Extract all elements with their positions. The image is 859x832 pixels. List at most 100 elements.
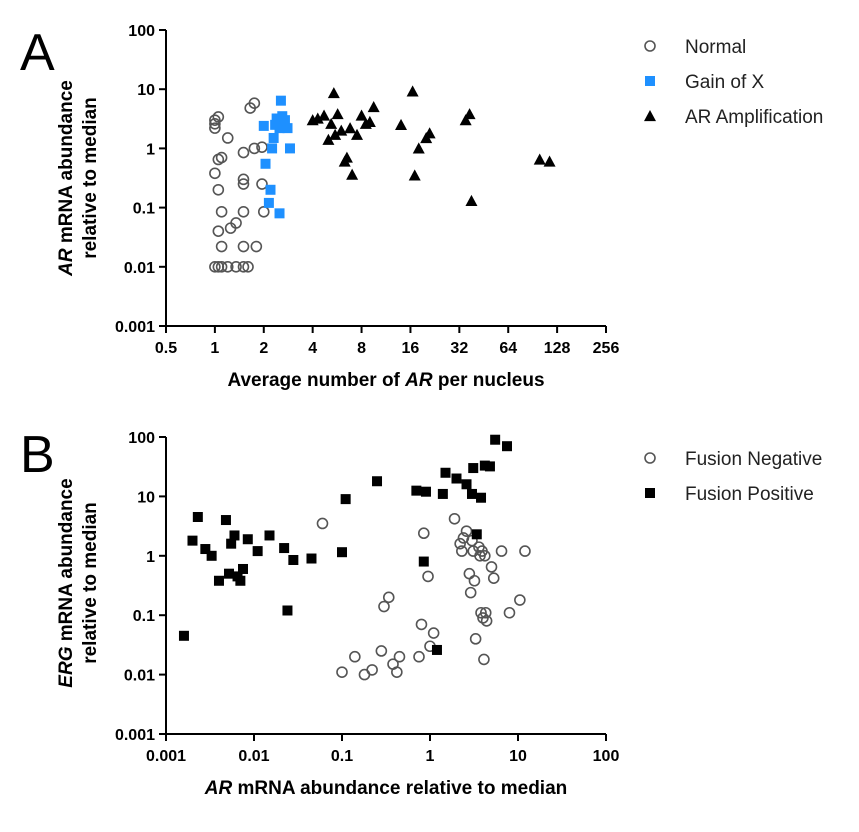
data-point [257, 205, 270, 218]
data-point [220, 515, 231, 526]
y-axis-label-line1: AR mRNA abundance [56, 80, 77, 277]
y-axis-label-rest: mRNA abundance [56, 80, 77, 248]
data-point [224, 568, 235, 579]
data-point [519, 545, 531, 557]
data-point [209, 167, 221, 180]
y-axis-label: AR mRNA abundance relative to median [56, 80, 101, 277]
data-point [226, 538, 237, 549]
data-point [209, 260, 221, 273]
data-point [344, 122, 357, 134]
data-point [209, 118, 221, 130]
x-tick-label: 32 [450, 340, 468, 357]
data-point [363, 115, 376, 128]
x-axis-label-italic: AR [204, 778, 233, 799]
y-tick-label: 0.01 [124, 668, 155, 685]
data-point [279, 115, 290, 126]
data-point [209, 114, 221, 126]
panel-label-b: B [20, 426, 55, 484]
y-axis-label: ERG mRNA abundance relative to median [56, 478, 101, 687]
legend-marker [644, 110, 656, 122]
y-tick-label: 1 [146, 549, 155, 566]
data-point [484, 461, 495, 472]
data-point [460, 525, 473, 537]
data-point [215, 240, 228, 253]
data-point [237, 178, 250, 190]
data-point [200, 544, 211, 555]
x-axis-label-suffix: mRNA abundance relative to median [232, 778, 567, 799]
data-point [476, 492, 487, 503]
data-point [260, 158, 271, 169]
data-point [282, 605, 293, 616]
data-point [258, 120, 269, 131]
data-point [355, 109, 368, 121]
x-tick-label: 0.001 [146, 748, 186, 765]
data-point [187, 535, 198, 546]
data-point [279, 543, 290, 554]
data-point [335, 124, 348, 136]
data-point [237, 173, 250, 186]
data-point [418, 556, 429, 567]
x-tick-label: 0.5 [155, 340, 177, 357]
data-point [329, 128, 342, 140]
y-axis-label-italic: ERG [56, 646, 77, 687]
x-tick-label: 100 [593, 748, 620, 765]
data-point [351, 128, 364, 140]
data-point [221, 260, 234, 273]
data-point [209, 122, 221, 134]
data-point [406, 85, 419, 97]
data-point [490, 434, 501, 445]
data-point [256, 141, 268, 153]
data-point [229, 530, 240, 541]
data-point [471, 529, 482, 540]
data-point [252, 546, 263, 557]
data-point [271, 113, 282, 124]
data-point [420, 486, 431, 497]
data-point [212, 111, 225, 123]
x-axis-label: AR mRNA abundance relative to median [204, 778, 568, 799]
data-point [237, 205, 250, 218]
data-point [372, 476, 383, 487]
data-point [451, 473, 462, 484]
y-axis-label-italic: AR [56, 248, 77, 277]
legend-marker [644, 452, 656, 464]
data-point [336, 666, 348, 678]
y-tick-label: 100 [128, 430, 155, 447]
x-tick-label: 4 [308, 340, 317, 357]
y-axis-label-line1: ERG mRNA abundance [56, 478, 77, 687]
data-point [533, 153, 546, 165]
data-point [468, 574, 481, 587]
data-point [325, 117, 338, 129]
data-point [464, 586, 477, 599]
data-point [311, 112, 324, 124]
data-point [412, 142, 425, 154]
data-point [366, 664, 378, 676]
data-point [318, 109, 331, 121]
y-axis-label-line2: relative to median [80, 97, 101, 259]
data-point [479, 460, 490, 471]
data-point [461, 479, 472, 490]
data-point [221, 132, 234, 144]
x-tick-label: 0.01 [238, 748, 269, 765]
data-point [274, 123, 285, 134]
data-point [230, 217, 242, 229]
legend-marker [645, 488, 655, 498]
data-point [456, 545, 468, 557]
data-point [237, 146, 250, 159]
data-point [463, 567, 476, 580]
series-gain-of-x [258, 95, 295, 219]
data-point [192, 511, 203, 522]
data-point [395, 118, 408, 130]
series-fusion-positive [178, 434, 513, 655]
data-point [206, 550, 217, 561]
y-tick-label: 0.1 [133, 608, 155, 625]
data-point [215, 205, 228, 218]
legend-label: AR Amplification [685, 107, 823, 128]
data-point [415, 618, 428, 631]
data-point [431, 644, 442, 655]
data-point [327, 87, 340, 99]
data-point [487, 572, 500, 584]
y-axis-label-rest: mRNA abundance [56, 478, 77, 646]
y-tick-label: 0.001 [115, 727, 155, 744]
data-point [242, 534, 253, 545]
data-point [242, 260, 254, 273]
